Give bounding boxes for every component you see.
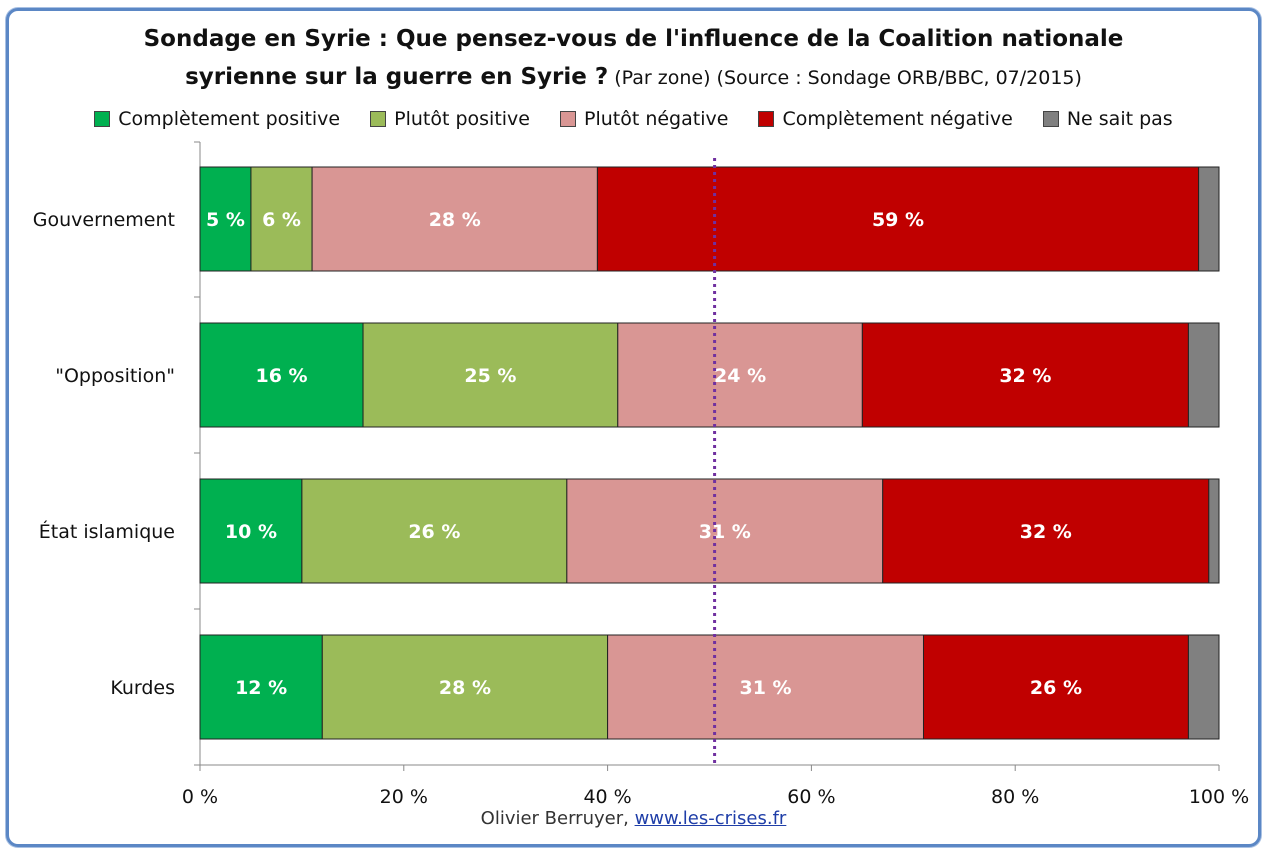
bar-segment	[311, 166, 598, 272]
data-label: 6 %	[262, 209, 301, 231]
bar-segment	[861, 322, 1189, 428]
bar-segment	[301, 478, 568, 584]
legend: Complètement positive Plutôt positive Plut…	[0, 108, 1267, 130]
bar-segment	[1208, 478, 1220, 584]
x-tick-label: 0 %	[182, 786, 218, 808]
data-label: 31 %	[699, 521, 751, 543]
data-label: 25 %	[464, 365, 516, 387]
bar-segment	[882, 478, 1210, 584]
bar-segment	[596, 166, 1200, 272]
bar-segment	[1198, 166, 1220, 272]
category-label: Gouvernement	[33, 209, 175, 231]
bar-segment	[321, 634, 609, 740]
data-label: 26 %	[408, 521, 460, 543]
legend-swatch	[1042, 111, 1059, 127]
credit-author: Olivier Berruyer,	[480, 808, 635, 829]
bar-segment	[922, 634, 1189, 740]
legend-item: Complètement positive	[94, 108, 340, 130]
bar-segment	[566, 478, 884, 584]
x-tick-label: 20 %	[380, 786, 428, 808]
category-label: Kurdes	[110, 677, 175, 699]
data-label: 32 %	[999, 365, 1051, 387]
data-label: 59 %	[872, 209, 924, 231]
x-tick-label: 60 %	[787, 786, 835, 808]
data-label: 28 %	[439, 677, 491, 699]
chart-title-line1: Sondage en Syrie : Que pensez-vous de l'…	[0, 26, 1267, 52]
data-label: 26 %	[1030, 677, 1082, 699]
legend-swatch	[370, 111, 387, 127]
credit: Olivier Berruyer, www.les-crises.fr	[0, 808, 1267, 829]
title-text-bold: syrienne sur la guerre en Syrie ?	[185, 64, 609, 90]
bar-segment	[1187, 322, 1220, 428]
data-label: 5 %	[206, 209, 245, 231]
bar-segment	[199, 322, 364, 428]
legend-label: Plutôt négative	[583, 108, 729, 130]
bar-segment	[199, 166, 252, 272]
legend-swatch	[758, 111, 775, 127]
bar-segment	[1187, 634, 1220, 740]
data-label: 28 %	[429, 209, 481, 231]
title-subtitle: (Par zone) (Source : Sondage ORB/BBC, 07…	[608, 67, 1082, 89]
x-tick-label: 80 %	[991, 786, 1039, 808]
legend-item: Ne sait pas	[1042, 108, 1173, 130]
bar-segment	[199, 478, 303, 584]
bar-segment	[607, 634, 924, 740]
data-label: 16 %	[255, 365, 307, 387]
legend-item: Complètement négative	[758, 108, 1013, 130]
x-tick-label: 100 %	[1189, 786, 1249, 808]
legend-label: Ne sait pas	[1066, 108, 1173, 130]
legend-item: Plutôt positive	[370, 108, 530, 130]
legend-label: Plutôt positive	[394, 108, 530, 130]
data-label: 10 %	[225, 521, 277, 543]
category-label: "Opposition"	[55, 365, 175, 387]
data-label: 24 %	[714, 365, 766, 387]
bar-segment	[362, 322, 619, 428]
legend-swatch	[94, 111, 111, 127]
credit-link[interactable]: www.les-crises.fr	[634, 808, 787, 829]
chart-title-line2: syrienne sur la guerre en Syrie ? (Par z…	[0, 64, 1267, 90]
x-tick-label: 40 %	[583, 786, 631, 808]
legend-swatch	[559, 111, 576, 127]
legend-label: Complètement négative	[782, 108, 1013, 130]
legend-label: Complètement positive	[118, 108, 341, 130]
title-text: Sondage en Syrie : Que pensez-vous de l'…	[143, 26, 1124, 52]
data-label: 12 %	[235, 677, 287, 699]
category-label: État islamique	[39, 520, 175, 543]
data-label: 31 %	[739, 677, 791, 699]
bar-segment	[199, 634, 323, 740]
data-label: 32 %	[1020, 521, 1072, 543]
bar-segment	[617, 322, 863, 428]
legend-item: Plutôt négative	[559, 108, 729, 130]
